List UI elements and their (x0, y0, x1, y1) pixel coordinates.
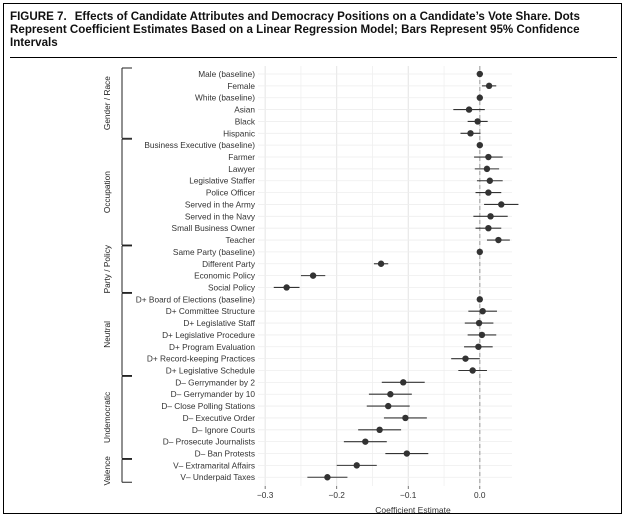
point-estimate (485, 82, 493, 90)
point-estimate (362, 438, 369, 445)
row-label: D– Gerrymander by 2 (175, 377, 255, 387)
row-label: Business Executive (baseline) (144, 140, 255, 150)
x-tick-label: −0.2 (329, 490, 346, 500)
row-labels: Male (baseline) Female White (baseline) Asi… (136, 69, 256, 482)
group-label: Neutral (102, 321, 112, 348)
point-estimate (478, 331, 486, 339)
row-label: D+ Legislative Staff (183, 318, 255, 328)
group-label: Occupation (102, 171, 112, 213)
figure-frame (3, 3, 622, 514)
point-estimate (353, 462, 360, 469)
row-label: D– Prosecute Journalists (163, 437, 255, 447)
row-label: D+ Legislative Procedure (162, 330, 255, 340)
figure-number: FIGURE 7. (10, 10, 67, 23)
row-label: V– Underpaid Taxes (180, 472, 255, 482)
point-estimate (485, 153, 492, 161)
point-estimate (474, 118, 481, 125)
row-label: D+ Legislative Schedule (166, 366, 256, 376)
figure-caption-text: Effects of Candidate Attributes and Demo… (10, 10, 580, 49)
point-estimate (476, 248, 484, 256)
row-label: Served in the Army (185, 199, 256, 209)
row-label: Legislative Staffer (189, 176, 255, 186)
x-tick-label: 0.0 (474, 490, 486, 500)
x-axis-title: Coefficient Estimate (375, 505, 451, 515)
point-estimate (324, 474, 331, 481)
row-label: V– Extramarital Affairs (173, 460, 255, 470)
point-estimate (476, 296, 484, 303)
data-marks (273, 70, 519, 481)
row-label: D+ Program Evaluation (169, 342, 255, 352)
row-label: Female (227, 81, 255, 91)
group-bracket: Gender / Race (102, 67, 132, 139)
point-estimate (402, 414, 409, 422)
row-label: Teacher (225, 235, 255, 245)
row-label: Small Business Owner (172, 223, 256, 233)
group-label: Party / Policy (102, 244, 112, 293)
point-estimate (476, 94, 484, 101)
group-label: Gender / Race (102, 76, 112, 130)
row-label: D+ Record-keeping Practices (147, 354, 255, 364)
row-label: White (baseline) (195, 93, 255, 103)
point-estimate (487, 213, 494, 220)
point-estimate (377, 260, 385, 267)
row-label: Hispanic (223, 128, 255, 138)
row-label: Economic Policy (194, 271, 256, 281)
point-estimate (469, 367, 476, 374)
point-estimate (475, 319, 483, 327)
point-estimate (385, 402, 392, 410)
point-estimate (400, 379, 407, 386)
x-tick-label: −0.1 (400, 490, 417, 500)
row-label: Asian (234, 105, 255, 115)
group-bracket: Valence (102, 456, 132, 486)
point-estimate (465, 106, 473, 113)
point-estimate (483, 165, 491, 173)
point-estimate (475, 343, 482, 350)
row-label: D– Executive Order (183, 413, 256, 423)
point-estimate (485, 189, 492, 196)
row-label: Served in the Navy (185, 211, 256, 221)
figure-caption: FIGURE 7. Effects of Candidate Attributes… (10, 10, 615, 49)
point-estimate (485, 224, 492, 232)
row-label: Police Officer (206, 188, 255, 198)
point-estimate (309, 272, 317, 279)
row-label: Same Party (baseline) (173, 247, 255, 257)
point-estimate (283, 284, 290, 291)
point-estimate (462, 355, 469, 362)
caption-rule (10, 57, 617, 58)
point-estimate (403, 450, 411, 457)
row-label: Lawyer (228, 164, 255, 174)
row-label: Male (baseline) (198, 69, 255, 79)
group-label: Valence (102, 456, 112, 486)
row-label: D+ Committee Structure (166, 306, 256, 316)
point-estimate (376, 426, 383, 433)
group-bracket: Occupation (102, 138, 132, 246)
group-brackets: Gender / Race Occupation Party / Policy Neu… (102, 67, 132, 486)
point-estimate (467, 130, 474, 137)
row-label: Black (235, 116, 256, 126)
group-bracket: Party / Policy (102, 244, 132, 293)
row-label: D– Gerrymander by 10 (171, 389, 256, 399)
group-bracket: Undemocratic (102, 375, 132, 460)
row-label: D– Ban Protests (195, 449, 255, 459)
point-estimate (476, 70, 484, 78)
row-label: Farmer (228, 152, 255, 162)
point-estimate (498, 201, 505, 208)
group-bracket: Neutral (102, 292, 132, 376)
x-axis: −0.3 −0.2 −0.1 0.0 (257, 486, 486, 500)
group-label: Undemocratic (102, 392, 112, 443)
row-label: Social Policy (208, 282, 256, 292)
point-estimate (476, 141, 484, 149)
point-estimate (495, 236, 502, 244)
row-label: D+ Board of Elections (baseline) (136, 294, 255, 304)
x-tick-label: −0.3 (257, 490, 274, 500)
grid-layer (258, 66, 512, 486)
row-label: Different Party (202, 259, 256, 269)
point-estimate (486, 177, 494, 184)
row-label: D– Ignore Courts (192, 425, 255, 435)
row-label: D– Close Polling Stations (161, 401, 255, 411)
point-estimate (479, 308, 486, 315)
point-estimate (387, 391, 394, 398)
